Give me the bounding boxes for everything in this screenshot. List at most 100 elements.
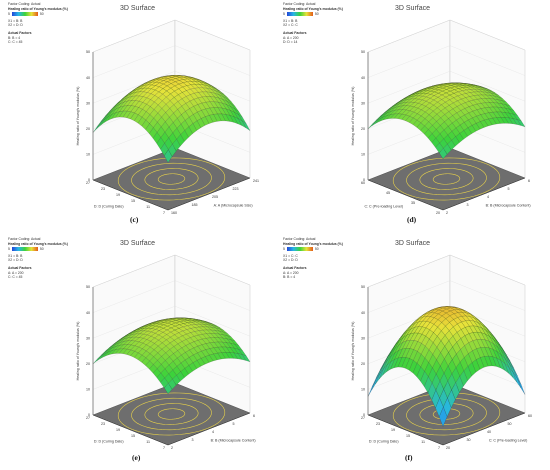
x-tick-label: 11 xyxy=(146,440,150,444)
y-tick-label: 5 xyxy=(233,422,235,426)
y-axis-title: B: B (Microcapsule Content) xyxy=(486,203,531,207)
z-tick-label: 40 xyxy=(361,76,365,80)
surface-plot: 0 10 20 30 40 50 Healing ratio of Young's modu… xyxy=(351,254,532,450)
x1-label: X1 = B: B xyxy=(8,253,23,258)
colorbar: 5 50 xyxy=(8,247,44,252)
y-tick-label: 3 xyxy=(467,203,469,207)
factor-coding: Factor Coding: Actual xyxy=(8,237,41,241)
x2-label: X2 = D: D xyxy=(283,258,298,263)
factor-1: B: B = 4 xyxy=(8,35,21,40)
axes: 0 10 20 30 40 50 Healing ratio of Young's modu… xyxy=(76,285,256,450)
x-tick-label: 19 xyxy=(391,428,395,432)
z-tick-label: 20 xyxy=(86,127,90,131)
floor-contours xyxy=(117,157,226,201)
z-tick-label: 30 xyxy=(361,101,365,105)
axes: 0 10 20 30 40 50 Healing ratio of Young's modu… xyxy=(351,285,532,450)
x-axis-title: D: D (Curing Date) xyxy=(94,205,124,209)
z-tick-label: 0 xyxy=(363,413,365,417)
x-tick-label: 19 xyxy=(116,428,120,432)
z-tick-label: 10 xyxy=(86,388,90,392)
panel-d: Factor Coding: Actual Healing ratio of Y… xyxy=(275,0,550,235)
response-surface xyxy=(92,75,251,163)
y-tick-label: 2 xyxy=(171,446,173,450)
colorbar-gradient xyxy=(11,12,38,17)
actual-factors-title: Actual Factors xyxy=(8,265,32,270)
z-tick-label: 20 xyxy=(361,127,365,131)
legend-block: Factor Coding: Actual Healing ratio of Y… xyxy=(8,2,68,45)
panel-e: Factor Coding: Actual Healing ratio of Y… xyxy=(0,235,275,470)
response-name: Healing ratio of Young's modulus (%) xyxy=(8,241,68,246)
colorbar-gradient xyxy=(11,247,38,252)
y-tick-label: 3 xyxy=(192,438,194,442)
response-surface xyxy=(367,82,526,160)
y-tick-label: 4 xyxy=(212,430,214,434)
response-surface xyxy=(92,317,251,395)
y-tick-label: 6 xyxy=(528,179,530,183)
y-tick-label: 241 xyxy=(253,179,259,183)
x-tick-label: 20 xyxy=(436,211,440,215)
x2-label: X2 = D: D xyxy=(8,258,23,263)
x-axis-title: D: D (Curing Date) xyxy=(369,440,399,444)
floor-contours xyxy=(392,157,501,201)
z-axis-title: Healing ratio of Young's modulus (%) xyxy=(76,87,80,146)
x-tick-label: 27 xyxy=(86,416,90,420)
z-tick-label: 50 xyxy=(361,285,365,289)
y-tick-label: 30 xyxy=(467,438,471,442)
factor-coding: Factor Coding: Actual xyxy=(283,2,316,6)
x-axis-title: C: C (Pre-loading Level) xyxy=(364,205,403,209)
colorbar-gradient xyxy=(286,12,313,17)
z-tick-label: 40 xyxy=(361,311,365,315)
x-tick-label: 45 xyxy=(386,191,390,195)
panel-label: (e) xyxy=(132,453,141,462)
surface-title: 3D Surface xyxy=(394,240,431,247)
surface-title: 3D Surface xyxy=(119,240,156,247)
response-name: Healing ratio of Young's modulus (%) xyxy=(283,241,343,246)
x1-label: X1 = B: B xyxy=(8,18,23,23)
x-tick-label: 15 xyxy=(131,199,135,203)
x1-label: X1 = C: C xyxy=(283,253,298,258)
panel-label: (f) xyxy=(405,453,413,462)
x-tick-label: 35 xyxy=(411,201,415,205)
z-tick-label: 20 xyxy=(361,362,365,366)
x-tick-label: 23 xyxy=(376,422,380,426)
factor-2: B: B = 4 xyxy=(283,275,296,280)
legend-block: Factor Coding: Actual Healing ratio of Y… xyxy=(283,2,343,45)
y-tick-label: 205 xyxy=(212,195,218,199)
z-tick-label: 0 xyxy=(88,178,90,182)
z-tick-label: 10 xyxy=(361,153,365,157)
factor-1: A: A = 200 xyxy=(8,270,24,275)
x-tick-label: 11 xyxy=(146,205,150,209)
x-tick-label: 23 xyxy=(101,422,105,426)
y-tick-label: 6 xyxy=(253,414,255,418)
response-name: Healing ratio of Young's modulus (%) xyxy=(8,6,68,11)
x-tick-label: 11 xyxy=(421,440,425,444)
panel-label: (d) xyxy=(407,215,417,224)
x-tick-label: 60 xyxy=(361,181,365,185)
surface-plot: 0 10 20 30 40 50 Healing ratio of Young's modu… xyxy=(351,19,531,215)
factor-2: C: C = 45 xyxy=(8,275,23,280)
colorbar: 5 50 xyxy=(8,12,44,17)
z-tick-label: 30 xyxy=(361,336,365,340)
z-tick-label: 50 xyxy=(86,285,90,289)
factor-coding: Factor Coding: Actual xyxy=(8,2,41,6)
x-tick-label: 19 xyxy=(116,193,120,197)
y-tick-label: 160 xyxy=(171,211,177,215)
x-tick-label: 27 xyxy=(86,181,90,185)
x-tick-label: 7 xyxy=(163,211,165,215)
z-tick-label: 30 xyxy=(86,336,90,340)
x-axis-title: D: D (Curing Date) xyxy=(94,440,124,444)
colorbar: 5 50 xyxy=(283,247,319,252)
surface-title: 3D Surface xyxy=(119,5,156,12)
x-tick-label: 27 xyxy=(361,416,365,420)
z-tick-label: 0 xyxy=(363,178,365,182)
axes: 0 10 20 30 40 50 Healing ratio of Young's modu… xyxy=(351,50,531,215)
y-tick-label: 50 xyxy=(508,422,512,426)
factor-coding: Factor Coding: Actual xyxy=(283,237,316,241)
panel-label: (c) xyxy=(130,215,139,224)
z-axis-title: Healing ratio of Young's modulus (%) xyxy=(76,322,80,381)
x-tick-label: 7 xyxy=(163,446,165,450)
actual-factors-title: Actual Factors xyxy=(283,30,307,35)
panel-f: Factor Coding: Actual Healing ratio of Y… xyxy=(275,235,550,470)
x2-label: X2 = D: D xyxy=(8,23,23,28)
factor-1: A: A = 200 xyxy=(283,270,299,275)
